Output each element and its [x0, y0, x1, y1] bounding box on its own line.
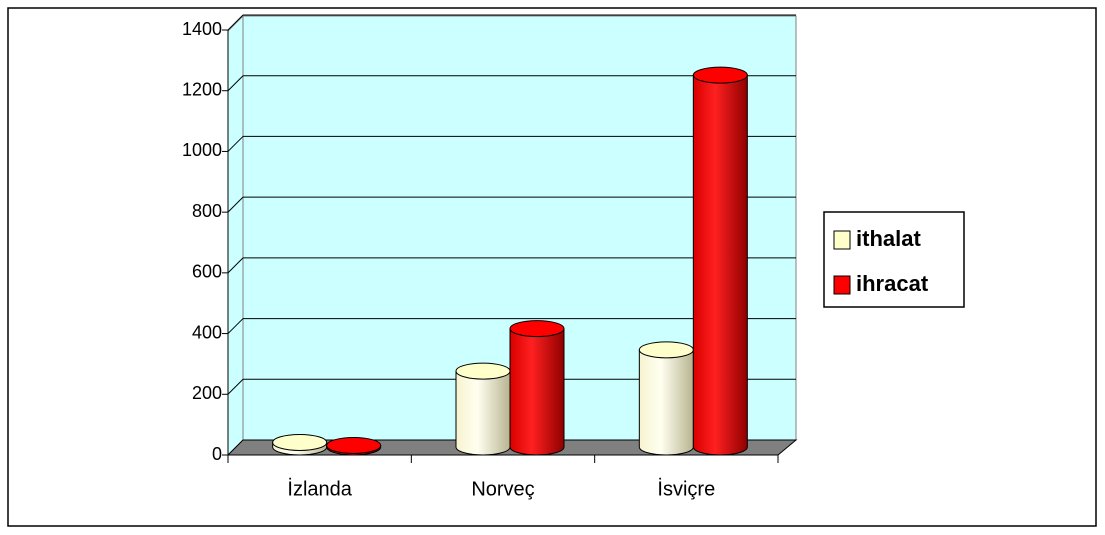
bar-top [692, 66, 748, 84]
bar-top [272, 433, 328, 451]
bar-top [638, 341, 694, 359]
bar [509, 328, 565, 456]
grid-line-side [227, 318, 244, 334]
bar [638, 349, 694, 456]
grid-line-side [227, 75, 244, 92]
x-tick-label: İsviçre [657, 477, 715, 500]
bar-top [455, 362, 511, 380]
y-tick-label: 600 [192, 262, 222, 282]
y-tick-label: 0 [212, 444, 222, 464]
y-tick-label: 400 [192, 322, 222, 342]
grid-line-side [227, 196, 244, 213]
y-tick-label: 1200 [182, 79, 222, 99]
grid-line-side [227, 378, 244, 395]
bar-top [509, 320, 565, 338]
legend-swatch [833, 230, 851, 250]
x-tick-label: İzlanda [287, 477, 352, 500]
legend-swatch [833, 275, 851, 295]
bar-top [326, 436, 382, 454]
y-tick-label: 200 [192, 383, 222, 403]
bar [692, 74, 748, 456]
legend-label: ihracat [856, 271, 929, 296]
y-tick-label: 1000 [182, 140, 222, 160]
grid-line-side [227, 257, 244, 274]
grid-line-side [227, 136, 244, 152]
bar [455, 370, 511, 456]
side-wall [227, 14, 244, 457]
legend-label: ithalat [856, 226, 921, 251]
grid-line-side [227, 14, 244, 31]
y-tick-label: 1400 [182, 19, 222, 39]
y-tick-label: 800 [192, 201, 222, 221]
x-tick-label: Norveç [471, 478, 534, 500]
